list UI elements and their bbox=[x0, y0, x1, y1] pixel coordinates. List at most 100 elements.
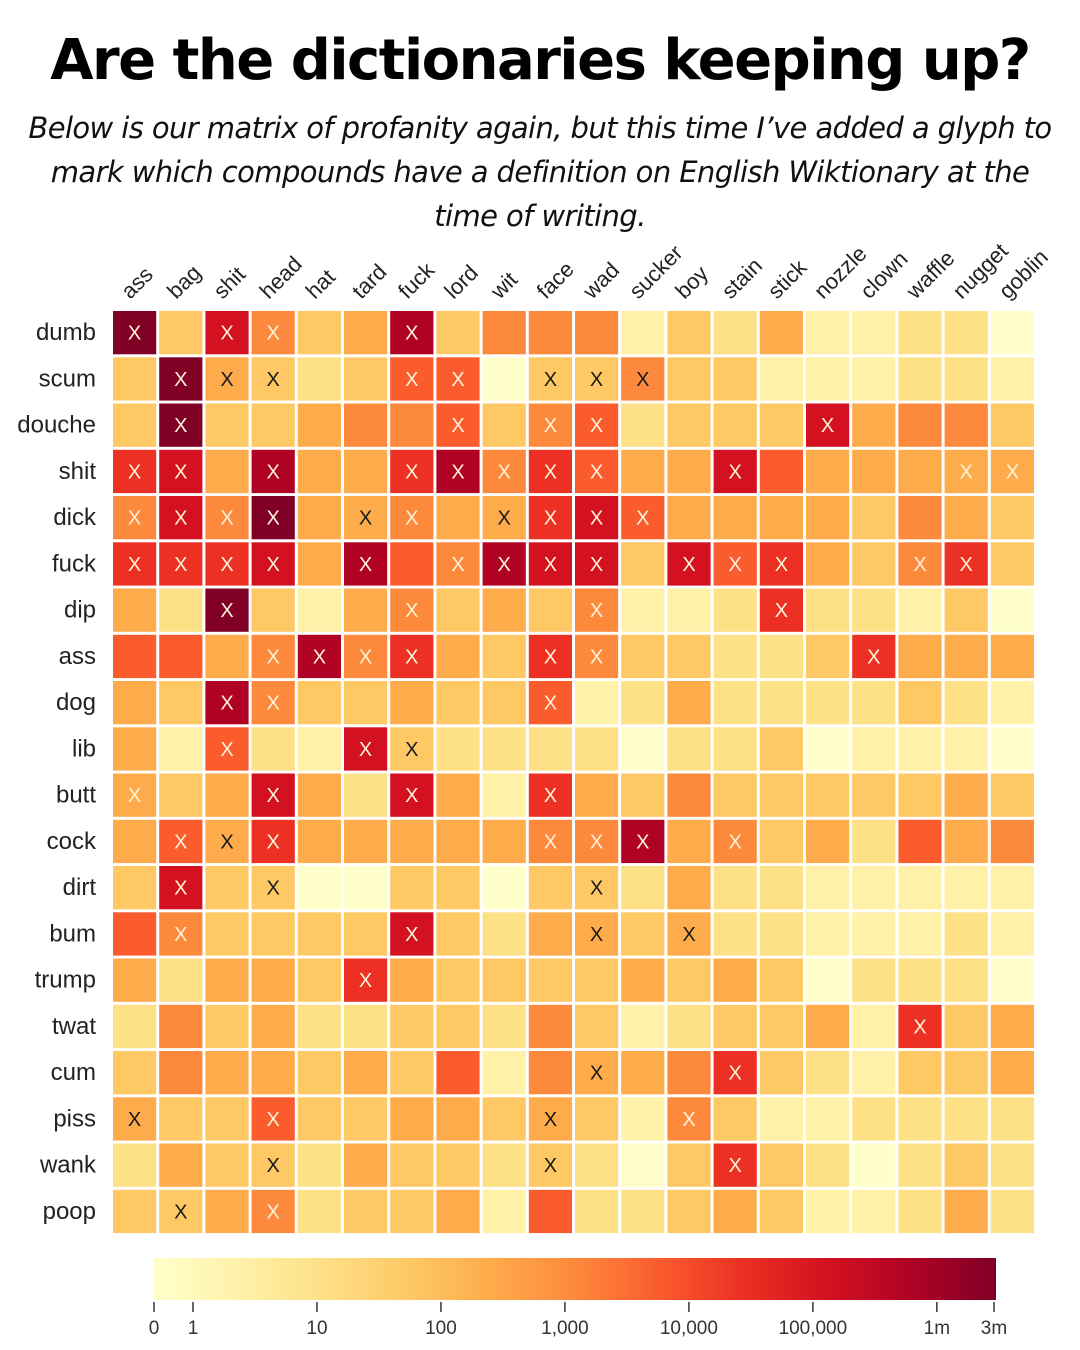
heatmap-cell-lib-nozzle bbox=[806, 727, 850, 771]
column-label-stain: stain bbox=[717, 253, 768, 304]
heatmap-cell-dog-head bbox=[251, 681, 295, 725]
heatmap-cell-poop-lord bbox=[436, 1189, 480, 1234]
wiktionary-mark-shit-bag: X bbox=[174, 461, 187, 483]
heatmap-cell-ass-goblin bbox=[990, 634, 1034, 679]
heatmap-cell-lib-tard bbox=[344, 727, 388, 771]
heatmap-cell-poop-head bbox=[251, 1189, 295, 1234]
heatmap-cell-wank-nozzle bbox=[806, 1143, 850, 1187]
heatmap-cell-cock-wit bbox=[482, 819, 526, 864]
wiktionary-mark-cock-stain: X bbox=[729, 831, 742, 853]
wiktionary-mark-dip-fuck: X bbox=[405, 600, 418, 622]
heatmap-cell-shit-shit bbox=[205, 449, 249, 494]
heatmap-cell-dip-hat bbox=[297, 588, 341, 632]
heatmap-cell-wank-stain bbox=[713, 1143, 757, 1187]
heatmap-cell-twat-nugget bbox=[944, 1004, 988, 1049]
heatmap-cell-lib-shit bbox=[205, 727, 249, 771]
colorbar-tick-label: 0 bbox=[149, 1318, 160, 1339]
heatmap-cell-shit-head bbox=[251, 449, 295, 494]
heatmap-cell-cock-hat bbox=[297, 819, 341, 864]
heatmap-cell-douche-ass bbox=[113, 403, 157, 447]
wiktionary-mark-douche-nozzle: X bbox=[821, 415, 834, 437]
heatmap-cell-lib-hat bbox=[297, 727, 341, 771]
heatmap-cell-ass-clown bbox=[852, 634, 896, 679]
heatmap-cell-trump-tard bbox=[344, 958, 388, 1002]
heatmap-cell-cock-nugget bbox=[944, 819, 988, 864]
heatmap-cell-lib-fuck bbox=[390, 727, 434, 771]
wiktionary-mark-dip-shit: X bbox=[220, 600, 233, 622]
heatmap-cell-butt-shit bbox=[205, 773, 249, 817]
heatmap-cell-ass-ass bbox=[113, 634, 157, 679]
heatmap-cell-bum-shit bbox=[205, 912, 249, 956]
wiktionary-mark-piss-face: X bbox=[544, 1109, 557, 1131]
heatmap-cell-piss-stain bbox=[713, 1097, 757, 1141]
heatmap-cell-trump-sucker bbox=[621, 958, 665, 1002]
heatmap-cell-twat-sucker bbox=[621, 1004, 665, 1049]
heatmap-cell-twat-nozzle bbox=[806, 1004, 850, 1049]
heatmap-cell-douche-face bbox=[528, 403, 572, 447]
heatmap-cell-lib-waffle bbox=[898, 727, 942, 771]
heatmap-cell-dumb-goblin bbox=[990, 311, 1034, 355]
heatmap-cell-dog-stick bbox=[759, 681, 803, 725]
heatmap-cell-trump-hat bbox=[297, 958, 341, 1002]
heatmap-cell-dirt-boy bbox=[667, 866, 711, 910]
heatmap-cell-cock-sucker bbox=[621, 819, 665, 864]
column-label-fuck: fuck bbox=[393, 257, 440, 304]
heatmap-cell-cum-fuck bbox=[390, 1051, 434, 1095]
wiktionary-mark-dick-wit: X bbox=[498, 508, 511, 530]
heatmap-cell-dick-wad bbox=[575, 496, 619, 540]
heatmap-cell-douche-wad bbox=[575, 403, 619, 447]
wiktionary-mark-piss-ass: X bbox=[128, 1109, 141, 1131]
heatmap-cell-butt-goblin bbox=[990, 773, 1034, 817]
heatmap-cell-douche-clown bbox=[852, 403, 896, 447]
wiktionary-mark-ass-fuck: X bbox=[405, 646, 418, 668]
heatmap-cell-piss-clown bbox=[852, 1097, 896, 1141]
wiktionary-mark-scum-bag: X bbox=[174, 369, 187, 391]
heatmap-cell-dick-nozzle bbox=[806, 496, 850, 540]
heatmap-cell-douche-wit bbox=[482, 403, 526, 447]
heatmap-cell-trump-nozzle bbox=[806, 958, 850, 1002]
heatmap-cell-dip-wit bbox=[482, 588, 526, 632]
heatmap-cell-dick-ass bbox=[113, 496, 157, 540]
heatmap-cell-wank-tard bbox=[344, 1143, 388, 1187]
heatmap-cell-poop-wit bbox=[482, 1189, 526, 1234]
heatmap-cell-dip-face bbox=[528, 588, 572, 632]
heatmap-cell-ass-bag bbox=[159, 634, 203, 679]
row-label-piss: piss bbox=[53, 1105, 96, 1132]
heatmap-cell-shit-lord bbox=[436, 449, 480, 494]
heatmap-cell-wank-shit bbox=[205, 1143, 249, 1187]
heatmap-cell-scum-boy bbox=[667, 357, 711, 401]
heatmap-cell-cock-stain bbox=[713, 819, 757, 864]
heatmap-cell-twat-ass bbox=[113, 1004, 157, 1049]
heatmap-cell-shit-wit bbox=[482, 449, 526, 494]
column-label-wit: wit bbox=[485, 267, 522, 304]
heatmap-cell-dip-wad bbox=[575, 588, 619, 632]
heatmap-cell-butt-nozzle bbox=[806, 773, 850, 817]
heatmap-cell-douche-head bbox=[251, 403, 295, 447]
heatmap-cell-douche-stick bbox=[759, 403, 803, 447]
heatmap-cell-scum-waffle bbox=[898, 357, 942, 401]
heatmap-cell-cum-stick bbox=[759, 1051, 803, 1095]
heatmap-cell-piss-bag bbox=[159, 1097, 203, 1141]
row-labels: dumb scum douche shit dick fuck dip ass dog lib bu… bbox=[17, 319, 97, 1225]
heatmap-cell-cum-lord bbox=[436, 1051, 480, 1095]
heatmap-cell-dick-waffle bbox=[898, 496, 942, 540]
wiktionary-mark-cock-face: X bbox=[544, 831, 557, 853]
heatmap-cell-poop-sucker bbox=[621, 1189, 665, 1234]
wiktionary-mark-shit-ass: X bbox=[128, 461, 141, 483]
row-label-lib: lib bbox=[72, 735, 96, 762]
row-label-fuck: fuck bbox=[52, 550, 97, 577]
heatmap-cell-dick-boy bbox=[667, 496, 711, 540]
heatmap-cell-butt-waffle bbox=[898, 773, 942, 817]
heatmap-cell-dirt-bag bbox=[159, 866, 203, 910]
heatmap-cell-bum-stain bbox=[713, 912, 757, 956]
heatmap-cell-fuck-wad bbox=[575, 542, 619, 586]
heatmap-cell-wank-ass bbox=[113, 1143, 157, 1187]
heatmap-cell-lib-goblin bbox=[990, 727, 1034, 771]
heatmap-cell-dog-fuck bbox=[390, 681, 434, 725]
heatmap-cell-dick-shit bbox=[205, 496, 249, 540]
heatmap-cell-dog-bag bbox=[159, 681, 203, 725]
heatmap-cell-ass-wit bbox=[482, 634, 526, 679]
heatmap-cell-cum-stain bbox=[713, 1051, 757, 1095]
heatmap-cell-poop-stick bbox=[759, 1189, 803, 1234]
heatmap-cell-twat-head bbox=[251, 1004, 295, 1049]
